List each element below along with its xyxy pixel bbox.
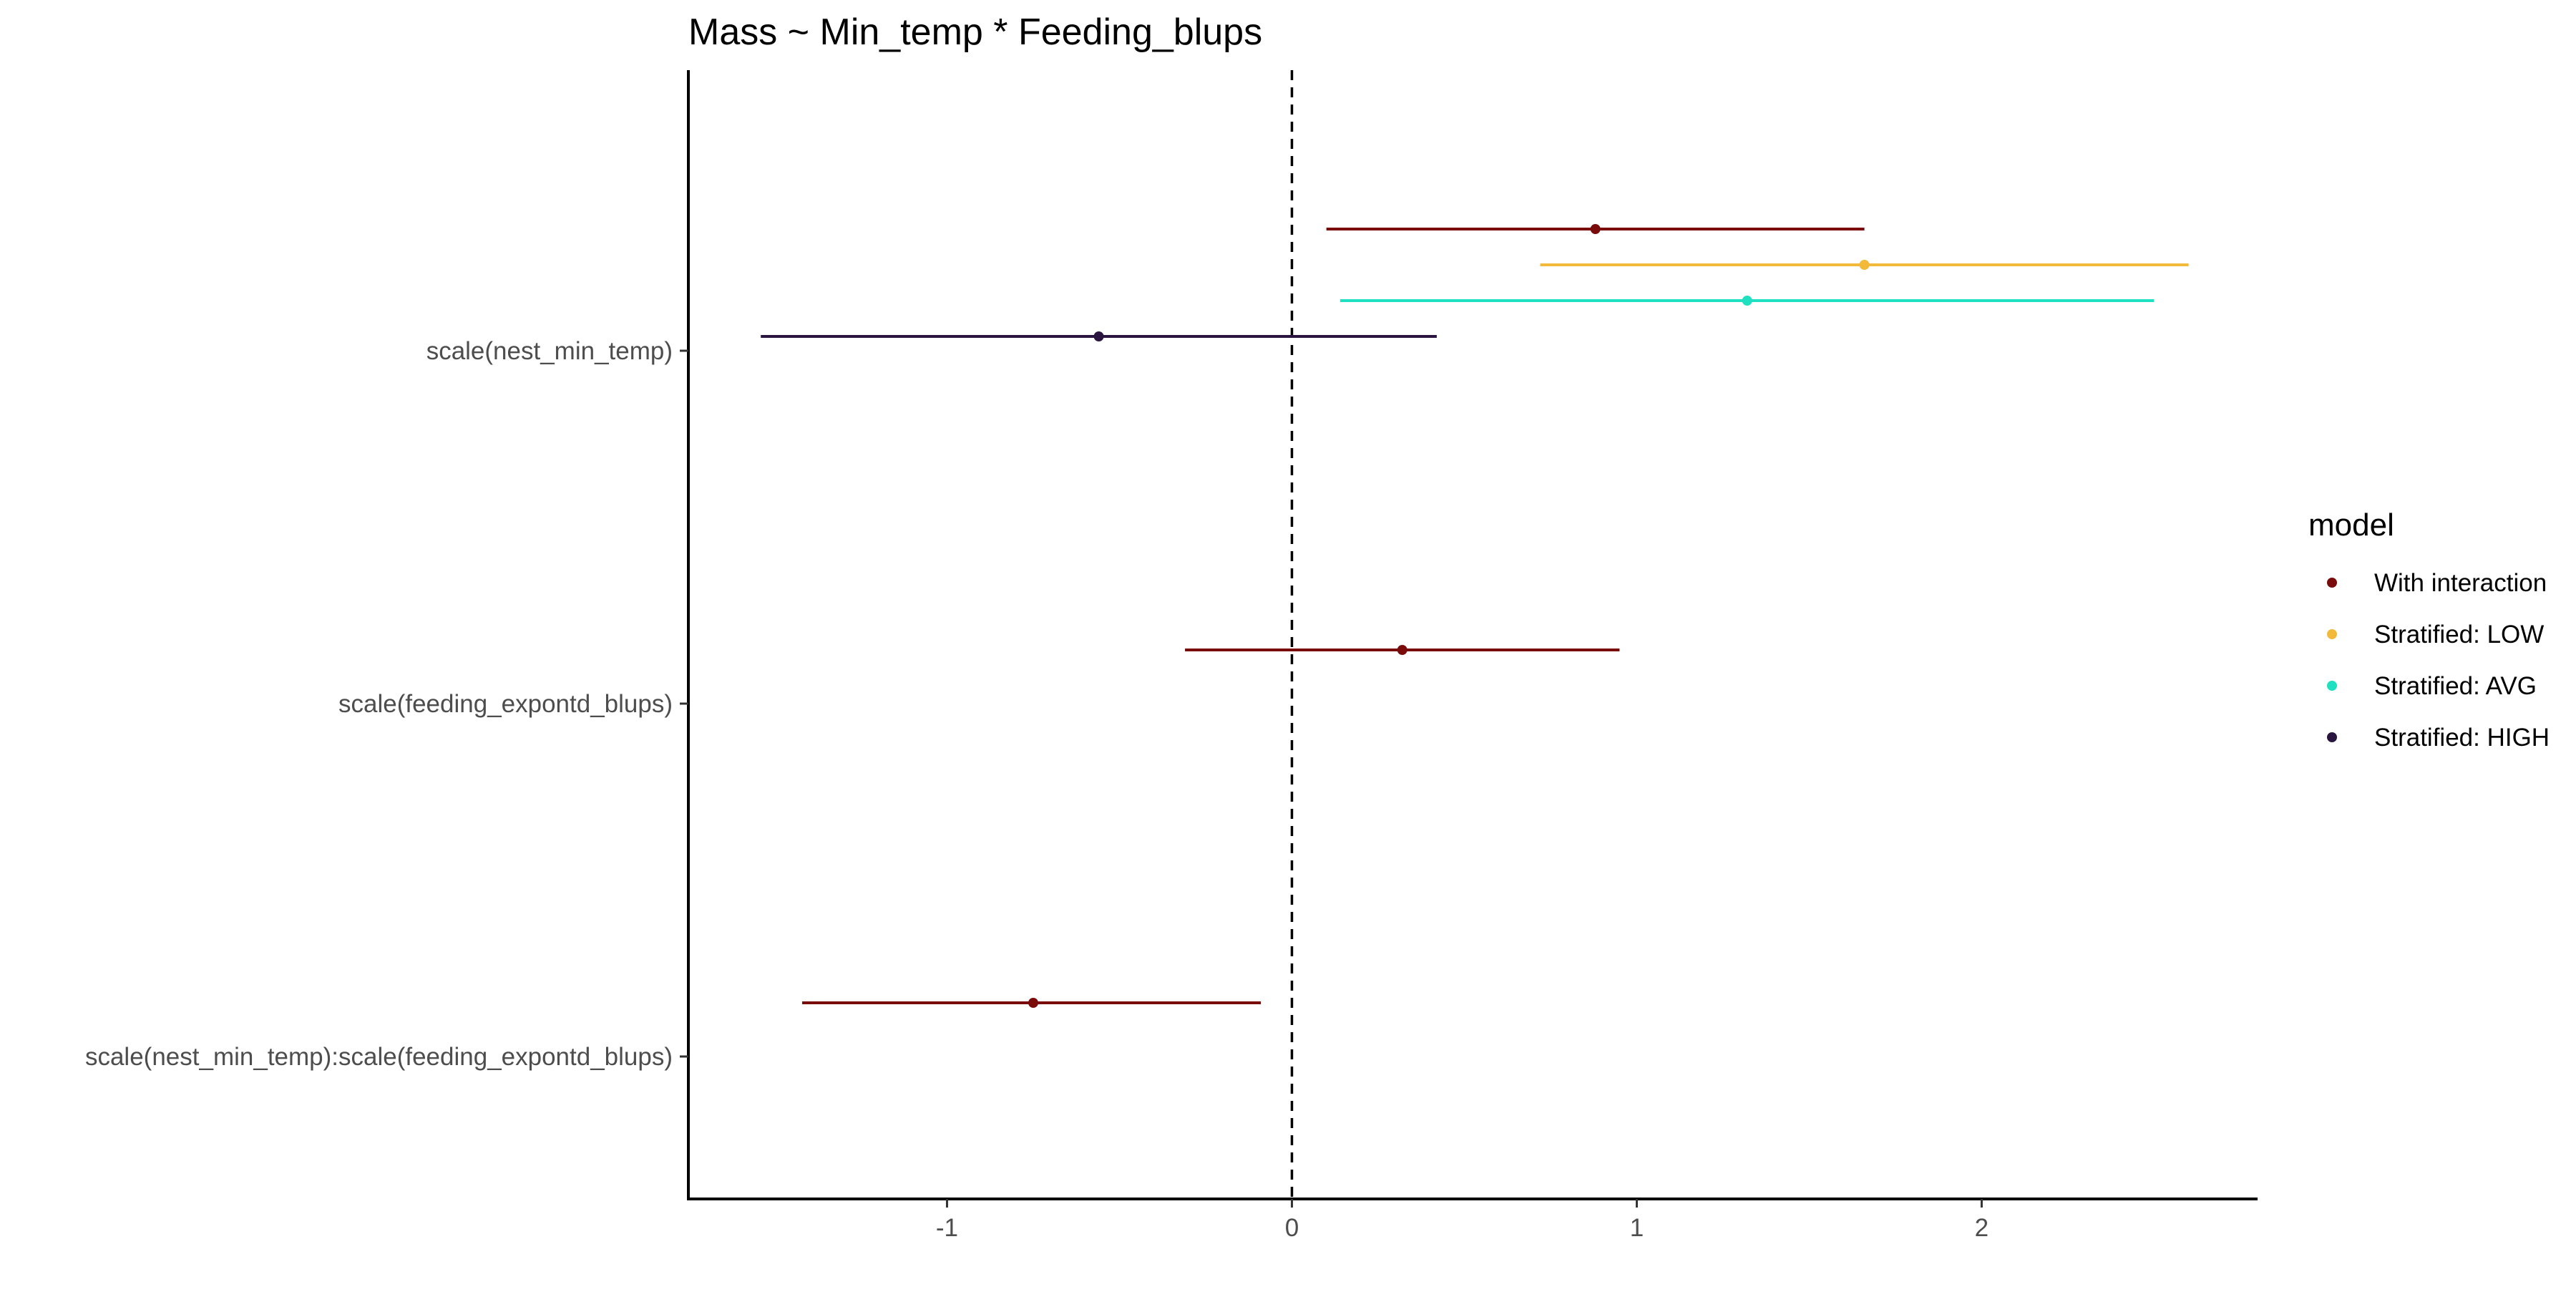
legend-key	[2327, 681, 2337, 691]
legend-label: Stratified: AVG	[2374, 672, 2537, 700]
x-tick-label: 1	[1630, 1214, 1644, 1242]
chart-title: Mass ~ Min_temp * Feeding_blups	[688, 11, 1262, 53]
x-tick-label: 0	[1285, 1214, 1299, 1242]
estimate-point	[1742, 296, 1752, 306]
marks-layer	[761, 224, 2189, 1008]
y-tick-layer: scale(nest_min_temp) scale(feeding_expont…	[85, 337, 688, 1071]
legend-label: Stratified: HIGH	[2374, 724, 2550, 752]
legend-label: With interaction	[2374, 569, 2547, 597]
legend-key	[2327, 578, 2337, 588]
estimate-point	[1397, 645, 1407, 655]
legend-items: With interaction Stratified: LOW Stratifie…	[2327, 569, 2550, 752]
legend: model With interaction Stratified: LOW Str…	[2308, 507, 2550, 752]
y-tick-label: scale(nest_min_temp):scale(feeding_expon…	[85, 1043, 673, 1071]
y-tick-label: scale(nest_min_temp)	[426, 337, 673, 365]
legend-title: model	[2308, 507, 2394, 543]
x-tick-layer: -1 0 1 2	[936, 1199, 1989, 1242]
estimate-point	[1859, 260, 1870, 270]
estimate-point	[1093, 331, 1104, 341]
y-tick-label: scale(feeding_expontd_blups)	[338, 690, 673, 718]
estimate-point	[1028, 998, 1038, 1008]
x-tick-label: 2	[1975, 1214, 1989, 1242]
legend-key	[2327, 629, 2337, 639]
x-tick-label: -1	[936, 1214, 958, 1242]
estimate-point	[1590, 224, 1601, 234]
legend-key	[2327, 732, 2337, 742]
legend-label: Stratified: LOW	[2374, 621, 2544, 649]
